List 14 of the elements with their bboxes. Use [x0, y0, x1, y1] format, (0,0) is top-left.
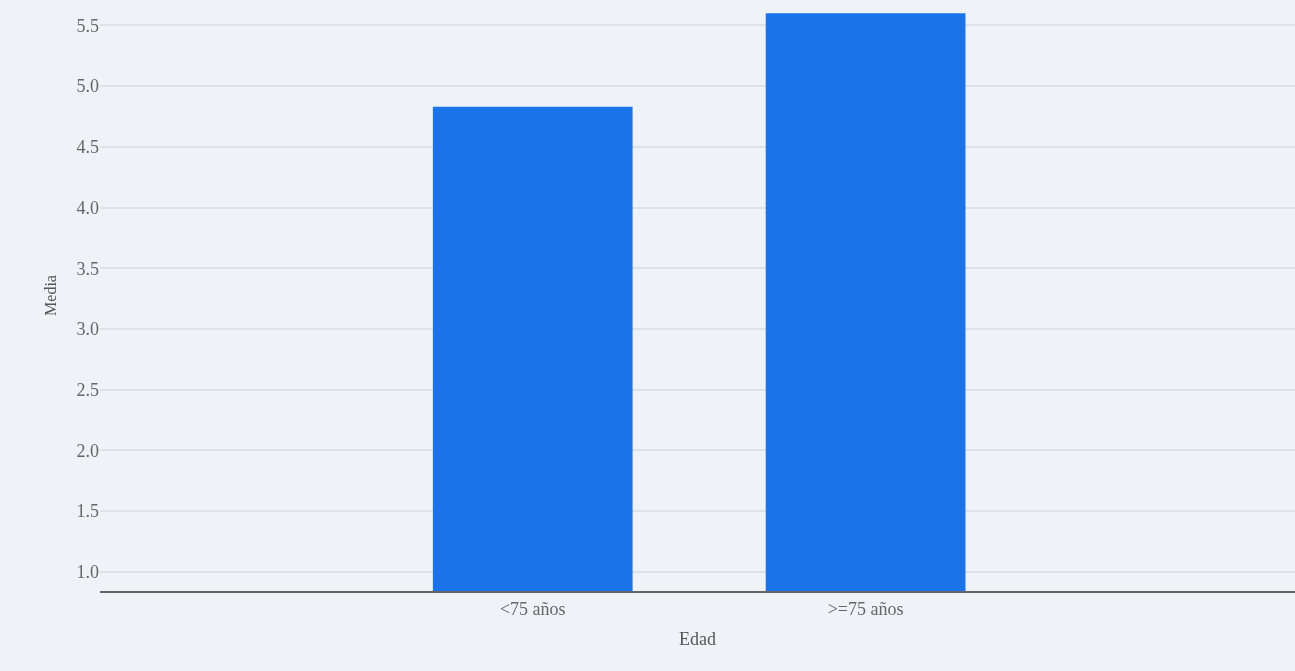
- y-tick-label: 2.0: [76, 440, 99, 461]
- y-tick-label: 3.5: [76, 258, 99, 279]
- y-tick-label: 1.0: [76, 561, 99, 582]
- y-tick-label: 2.5: [76, 379, 99, 400]
- y-axis-title: Media: [42, 275, 60, 316]
- y-tick-label: 5.5: [76, 15, 99, 36]
- x-tick-label: >=75 años: [827, 598, 904, 619]
- y-tick-label: 4.5: [76, 137, 99, 158]
- y-tick-label: 3.0: [76, 319, 99, 340]
- x-axis-title: Edad: [679, 629, 716, 650]
- x-tick-label: <75 años: [499, 598, 566, 619]
- y-tick-label: 5.0: [76, 76, 99, 97]
- y-tick-label: 4.0: [76, 197, 99, 218]
- y-tick-label: 1.5: [76, 501, 99, 522]
